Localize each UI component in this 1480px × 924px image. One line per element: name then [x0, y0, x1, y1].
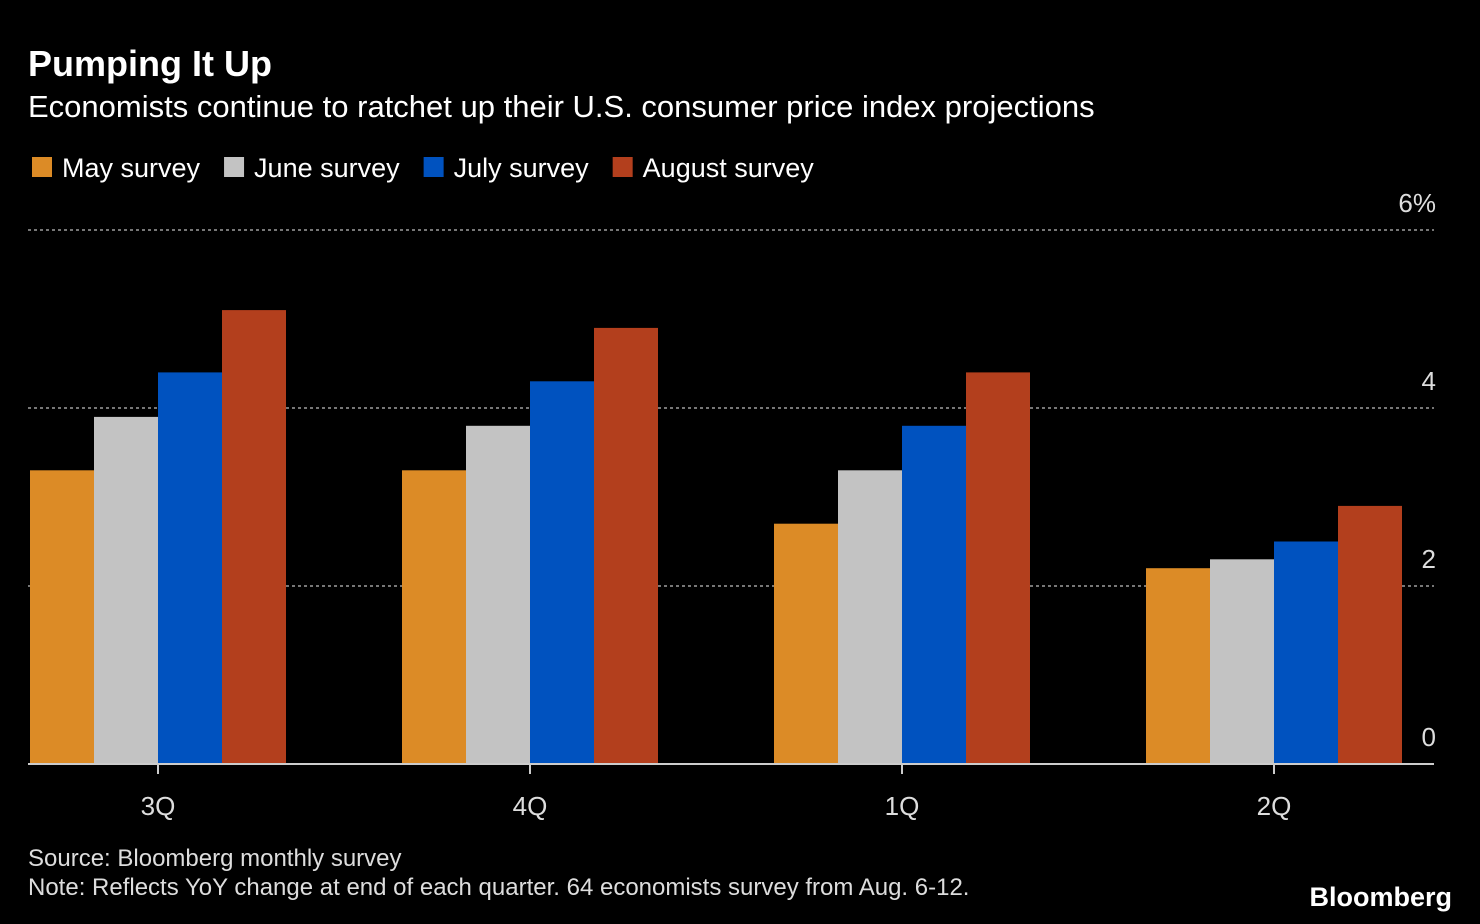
- bar: [158, 372, 222, 764]
- legend-swatch: [224, 157, 245, 177]
- y-tick-label: 0: [1422, 722, 1436, 752]
- logo: Bloomberg: [1309, 882, 1452, 912]
- bar: [1338, 505, 1402, 764]
- bar: [222, 310, 286, 764]
- source: Source: Bloomberg monthly survey: [28, 845, 402, 872]
- bar: [902, 425, 966, 764]
- bar: [1146, 568, 1210, 764]
- legend-swatch: [423, 157, 444, 177]
- y-tick-label: 6%: [1398, 188, 1436, 218]
- chart-subtitle: Economists continue to ratchet up their …: [28, 89, 1095, 124]
- bar: [1210, 559, 1274, 764]
- x-tick-label: 3Q: [141, 791, 176, 821]
- y-tick-label: 2: [1422, 544, 1436, 574]
- legend-label: July survey: [454, 153, 590, 183]
- bar: [594, 327, 658, 764]
- bar: [402, 470, 466, 764]
- y-tick-label: 4: [1422, 366, 1436, 396]
- bar: [30, 470, 94, 764]
- bar: [838, 470, 902, 764]
- bar: [966, 372, 1030, 764]
- legend-swatch: [32, 157, 52, 177]
- bar: [530, 381, 594, 764]
- chart-title: Pumping It Up: [28, 43, 272, 84]
- legend-label: May survey: [62, 153, 201, 183]
- x-tick-label: 1Q: [885, 791, 920, 821]
- note: Note: Reflects YoY change at end of each…: [28, 874, 969, 901]
- bar: [774, 523, 838, 764]
- x-tick-label: 4Q: [513, 791, 548, 821]
- legend-label: August survey: [643, 153, 815, 183]
- bar: [94, 416, 158, 764]
- x-tick-label: 2Q: [1257, 791, 1292, 821]
- bar: [466, 425, 530, 764]
- legend-label: June survey: [254, 153, 400, 183]
- legend-swatch: [612, 157, 633, 177]
- bar: [1274, 541, 1338, 764]
